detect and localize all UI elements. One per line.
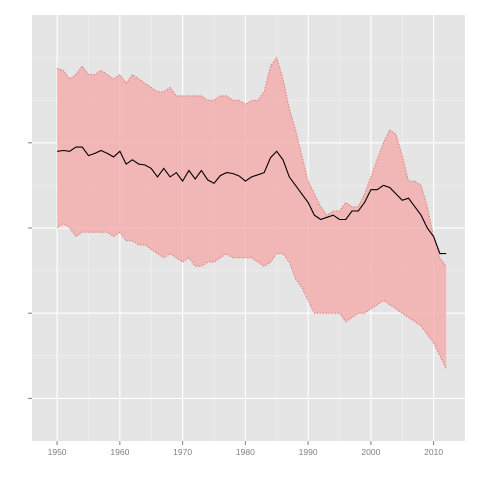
band-upper-edge xyxy=(56,56,447,267)
x-axis-tick-labels: 1950 1960 1970 1980 1990 2000 2010 xyxy=(48,447,444,457)
x-tick-label: 1970 xyxy=(173,447,192,457)
x-tick-label: 1960 xyxy=(110,447,129,457)
band-lower-edge xyxy=(56,223,447,369)
x-tick-label: 1950 xyxy=(48,447,67,457)
y-axis-ticks xyxy=(28,142,32,399)
x-tick-label: 2000 xyxy=(361,447,380,457)
x-tick-label: 1980 xyxy=(236,447,255,457)
x-tick-label: 1990 xyxy=(299,447,318,457)
x-tick-label: 2010 xyxy=(424,447,443,457)
x-axis-ticks xyxy=(56,441,435,445)
series-line xyxy=(57,146,447,255)
uncertainty-band xyxy=(57,57,447,369)
